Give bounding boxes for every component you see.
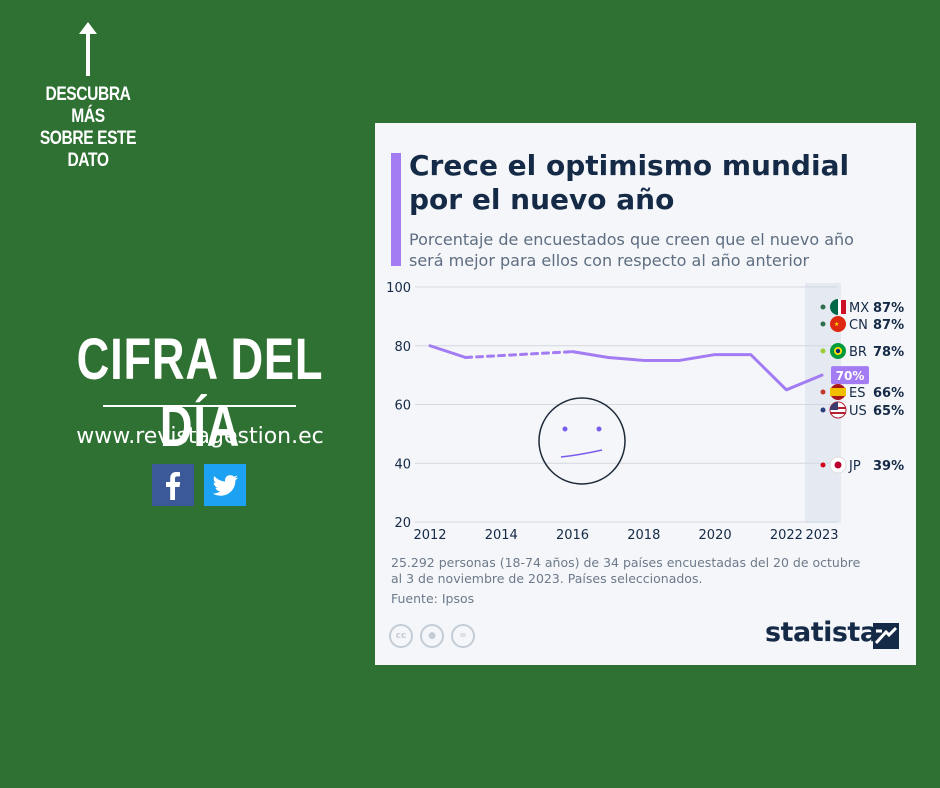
country-label-es: ES	[849, 386, 865, 401]
country-label-us: US	[849, 404, 867, 419]
x-tick-label: 2012	[413, 528, 446, 543]
chart-title: Crece el optimismo mundial por el nuevo …	[409, 149, 899, 217]
license-icons[interactable]: cc ● =	[389, 623, 482, 648]
chart-note-line-2: al 3 de noviembre de 2023. Países selecc…	[391, 571, 703, 586]
up-arrow-icon	[79, 22, 97, 76]
chart-subtitle-line-1: Porcentaje de encuestados que creen que …	[409, 230, 854, 249]
x-tick-label: 2014	[485, 528, 518, 543]
chart-title-line-2: por el nuevo año	[409, 183, 675, 216]
chart-subtitle-line-2: será mejor para ellos con respecto al añ…	[409, 251, 810, 270]
usa-flag	[830, 412, 846, 414]
statista-logo-icon[interactable]	[873, 623, 899, 649]
country-value-mx: 87%	[873, 301, 904, 316]
country-label-cn: CN	[849, 318, 868, 333]
mexico-flag	[830, 299, 838, 315]
series-line-segment-2	[571, 350, 824, 392]
japan-flag	[834, 461, 842, 469]
promo-line-2: SOBRE ESTE	[39, 128, 137, 149]
spain-flag	[830, 388, 846, 396]
y-tick-label: 80	[394, 340, 411, 355]
facebook-icon[interactable]	[152, 464, 194, 506]
page-heading: CIFRA DEL DÍA	[76, 327, 324, 459]
chart-subtitle: Porcentaje de encuestados que creen que …	[409, 229, 899, 271]
mx-dot	[820, 304, 826, 310]
face-left-eye	[562, 426, 568, 432]
x-tick-label: 2016	[556, 528, 589, 543]
usa-flag	[830, 402, 838, 410]
y-tick-label: 20	[394, 516, 411, 531]
line-chart: 20 40 60 80 100 2012 2014 2016 2018 2020 2022 2023 7…	[386, 281, 904, 543]
es-dot	[820, 389, 826, 395]
country-value-us: 65%	[873, 404, 904, 419]
mexico-flag	[841, 300, 846, 314]
cc-icon[interactable]: cc	[389, 624, 413, 648]
neutral-face-icon	[538, 397, 626, 485]
y-tick-label: 60	[394, 399, 411, 414]
statista-logo-text[interactable]: statista	[765, 617, 878, 648]
chart-source: Fuente: Ipsos	[391, 591, 475, 606]
promo-text[interactable]: DESCUBRA MÁS SOBRE ESTE DATO	[31, 84, 146, 172]
promo-line-1: DESCUBRA MÁS	[45, 84, 131, 127]
promo-line-3: DATO	[67, 150, 109, 171]
brazil-flag	[835, 348, 841, 354]
website-link[interactable]: www.revistagestion.ec	[76, 424, 324, 449]
face-right-eye	[596, 426, 602, 432]
chart-note-line-1: 25.292 personas (18-74 años) de 34 paíse…	[391, 555, 861, 570]
x-tick-label: 2020	[699, 528, 732, 543]
no-derivatives-icon[interactable]: =	[451, 624, 475, 648]
br-dot	[820, 348, 826, 354]
x-tick-label: 2018	[627, 528, 660, 543]
us-dot	[820, 407, 826, 413]
country-label-jp: JP	[848, 459, 861, 474]
country-value-cn: 87%	[873, 318, 904, 333]
heading-divider	[103, 405, 296, 407]
country-value-es: 66%	[873, 386, 904, 401]
jp-dot	[820, 462, 826, 468]
x-tick-label: 2022	[770, 528, 803, 543]
country-label-mx: MX	[849, 301, 869, 316]
country-label-br: BR	[849, 345, 867, 360]
country-value-br: 78%	[873, 345, 904, 360]
x-tick-label: 2023	[805, 528, 838, 543]
end-value-label: 70%	[836, 369, 865, 383]
chart-card: Crece el optimismo mundial por el nuevo …	[375, 123, 916, 665]
cn-dot	[820, 321, 826, 327]
country-value-jp: 39%	[873, 459, 904, 474]
end-value-badge	[831, 366, 869, 385]
twitter-icon[interactable]	[204, 464, 246, 506]
china-flag: ★	[834, 321, 839, 328]
chart-title-line-1: Crece el optimismo mundial	[409, 149, 850, 182]
y-tick-label: 100	[386, 281, 411, 296]
y-tick-label: 40	[394, 457, 411, 472]
series-line-segment-0	[428, 344, 468, 359]
china-flag	[830, 316, 846, 332]
title-accent-bar	[391, 153, 401, 266]
face-mouth	[560, 449, 603, 458]
chart-note: 25.292 personas (18-74 años) de 34 paíse…	[391, 555, 891, 587]
series-line-segment-1	[464, 350, 575, 359]
attribution-icon[interactable]: ●	[420, 624, 444, 648]
